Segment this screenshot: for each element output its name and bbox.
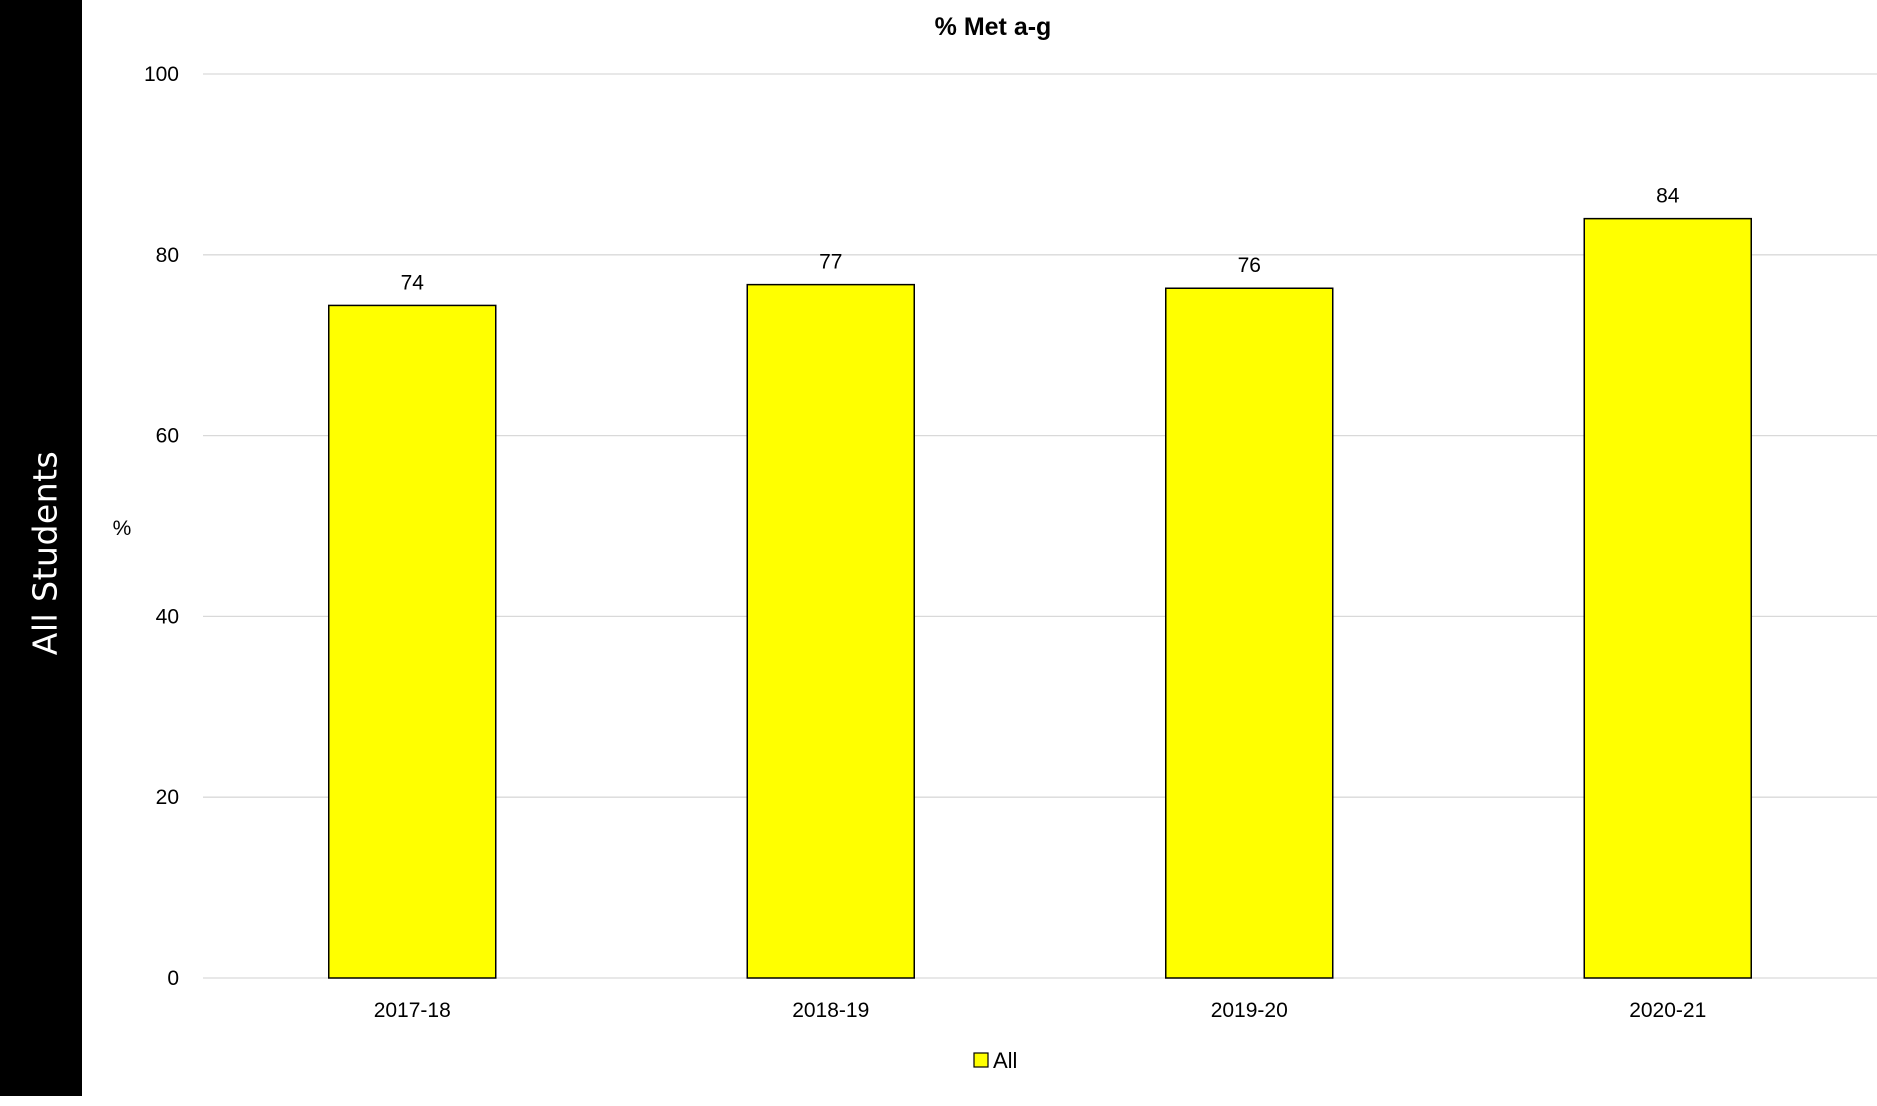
y-tick-label: 40 — [156, 605, 179, 628]
data-label: 84 — [1656, 185, 1680, 208]
legend-swatch — [973, 1052, 989, 1068]
y-tick-label: 0 — [167, 967, 179, 990]
y-tick-label: 20 — [156, 786, 179, 809]
x-category-label: 2019-20 — [1211, 999, 1288, 1022]
legend-label: All — [993, 1048, 1017, 1073]
chart-title: % Met a-g — [935, 13, 1052, 41]
x-category-label: 2018-19 — [792, 999, 869, 1022]
bar — [328, 304, 497, 979]
data-label: 74 — [401, 271, 425, 294]
bar — [746, 283, 915, 979]
x-axis-categories: 2017-18 2018-19 2019-20 2020-21 — [374, 999, 1707, 1022]
legend: All — [973, 1048, 1017, 1073]
data-label: 76 — [1238, 254, 1261, 277]
bars: 74 77 76 84 — [328, 185, 1752, 979]
y-tick-label: 80 — [156, 244, 179, 267]
x-category-label: 2017-18 — [374, 999, 451, 1022]
y-axis-ticks: 0 20 40 60 80 100 — [144, 63, 179, 990]
side-panel: All Students — [0, 0, 82, 1096]
y-axis-label: % — [113, 517, 132, 540]
y-tick-label: 100 — [144, 63, 179, 86]
bar — [1165, 287, 1334, 979]
bar — [1583, 217, 1752, 979]
y-tick-label: 60 — [156, 425, 179, 448]
data-label: 77 — [819, 251, 842, 274]
x-category-label: 2020-21 — [1629, 999, 1706, 1022]
